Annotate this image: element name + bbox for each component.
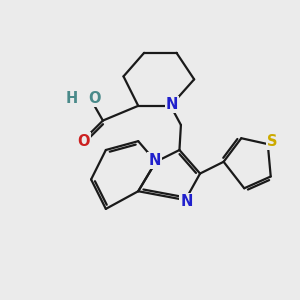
Text: O: O <box>88 91 100 106</box>
Text: H: H <box>66 91 78 106</box>
Text: O: O <box>77 134 90 149</box>
Text: N: N <box>148 153 160 168</box>
Text: S: S <box>267 134 278 149</box>
Text: N: N <box>166 97 178 112</box>
Text: N: N <box>181 194 193 209</box>
